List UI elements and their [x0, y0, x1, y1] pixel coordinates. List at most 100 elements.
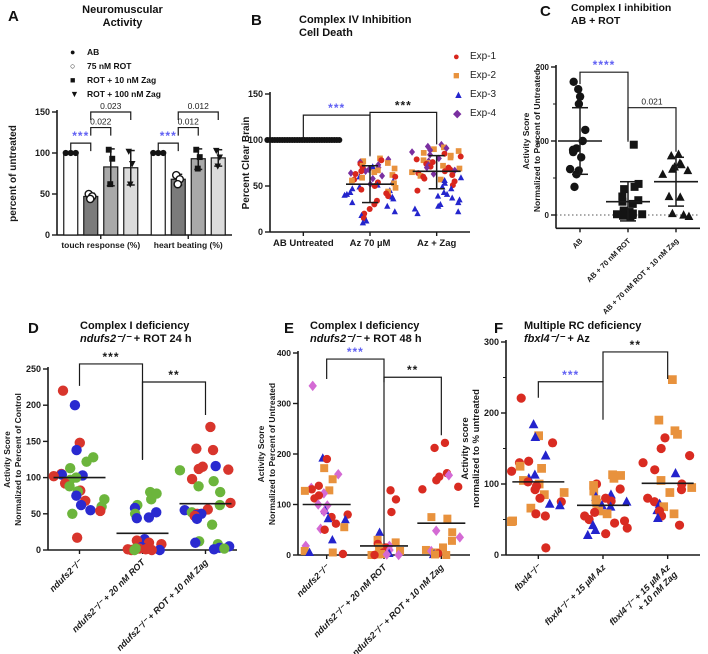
sig-bracket — [177, 111, 219, 120]
data-point — [569, 77, 578, 87]
data-point — [208, 544, 220, 555]
data-point — [687, 483, 697, 492]
data-point — [620, 185, 629, 194]
data-point — [669, 509, 679, 519]
data-point — [440, 438, 450, 448]
data-point — [370, 550, 379, 560]
x-tick-label: AB — [570, 236, 584, 250]
data-point — [349, 185, 356, 192]
data-point — [375, 527, 384, 536]
sig-label: 0.021 — [641, 97, 663, 107]
panel-title: Complex I deficiency ndufs2⁻/⁻ + ROT 48 h — [310, 320, 474, 346]
x-tick-label: fbxl4⁻/⁻ + 15 µM Az — [543, 562, 608, 627]
sig-label: 0.023 — [100, 101, 122, 111]
data-point — [530, 431, 541, 442]
data-point — [630, 182, 639, 191]
bar — [63, 152, 79, 236]
y-axis-label: Percent Clear Brain — [241, 117, 252, 210]
data-point — [384, 202, 391, 209]
data-point — [602, 509, 612, 519]
data-point — [128, 161, 136, 168]
data-point — [300, 486, 309, 495]
data-point — [358, 186, 365, 193]
legend-item: ● AB — [70, 45, 161, 59]
title-segment: Multiple RC deficiency — [524, 320, 642, 332]
data-point — [146, 544, 157, 556]
panel-e-plot: 0 100 200 300 400 Activity Score Normalized to… — [256, 345, 470, 654]
data-point — [660, 433, 670, 443]
data-point — [528, 419, 539, 429]
data-point — [186, 473, 198, 485]
x-tick-label: ndufs2⁻/⁻ — [295, 561, 332, 598]
panel-b: B Complex IV Inhibition Cell Death 0 50 100… — [237, 0, 476, 318]
data-point — [193, 481, 204, 492]
data-point — [214, 486, 226, 498]
data-point — [685, 451, 695, 461]
title-segment: Complex I inhibition — [571, 2, 672, 14]
data-point — [210, 460, 221, 472]
data-point — [626, 212, 635, 221]
legend-label: AB — [87, 47, 100, 57]
y-axis-label: Activity Score — [256, 425, 266, 482]
data-point — [319, 488, 329, 499]
data-point — [444, 469, 454, 481]
data-point — [432, 476, 441, 485]
sig-bracket — [78, 363, 144, 459]
panel-a-legend: ● AB ○ 75 nM ROT ■ ROT + 10 nM Zag ▼ ROT + 100 … — [70, 45, 161, 101]
data-point — [443, 144, 450, 153]
title-segment: ndufs2⁻/⁻ — [310, 333, 361, 345]
data-point — [358, 168, 365, 175]
legend-label: Exp-2 — [470, 70, 497, 81]
data-point — [618, 192, 627, 201]
triangle-icon: ▲ — [453, 88, 464, 101]
data-point — [391, 180, 397, 187]
x-tick-label: heart beating (%) — [154, 240, 223, 250]
data-point — [131, 512, 143, 524]
legend-label: Exp-3 — [470, 89, 497, 100]
data-point — [434, 192, 442, 199]
data-point — [212, 147, 220, 155]
y-tick-label: 300 — [484, 337, 499, 347]
data-point — [390, 195, 397, 202]
data-point — [360, 158, 367, 165]
title-line: Multiple RC deficiency — [524, 320, 708, 333]
data-point — [590, 507, 600, 517]
data-point — [362, 167, 369, 176]
data-point — [409, 169, 415, 176]
data-point — [72, 149, 79, 157]
y-tick-label: 250 — [26, 364, 41, 374]
data-point — [674, 149, 683, 158]
sig-bracket — [369, 111, 438, 157]
sig-label: ** — [168, 368, 179, 382]
data-point — [582, 529, 593, 540]
title-segment: + ROT 48 h — [360, 333, 422, 345]
circle-open-icon: ○ — [70, 61, 76, 71]
title-line: ndufs2⁻/⁻ + ROT 48 h — [310, 333, 474, 346]
data-point — [328, 475, 337, 484]
data-point — [57, 385, 69, 396]
data-point — [64, 462, 76, 474]
data-point — [67, 508, 78, 519]
sig-label: ** — [630, 338, 641, 352]
data-point — [569, 147, 578, 157]
data-point — [638, 210, 647, 219]
data-point — [427, 146, 434, 154]
data-point — [629, 140, 638, 149]
panel-e: E Complex I deficiency ndufs2⁻/⁻ + ROT 48… — [240, 320, 474, 654]
data-point — [154, 544, 165, 556]
data-point — [129, 544, 140, 556]
title-line: Complex I inhibition — [571, 2, 706, 15]
circle-icon: ● — [70, 47, 76, 57]
data-point — [592, 498, 602, 508]
data-point — [544, 498, 555, 508]
data-point — [606, 496, 616, 506]
data-point — [214, 163, 222, 170]
data-point — [327, 535, 337, 544]
y-axis-label: Activity Score — [521, 112, 531, 169]
title-line: ndufs2⁻/⁻ + ROT 24 h — [80, 333, 240, 346]
data-point — [143, 512, 155, 523]
y-tick-label: 0 — [258, 227, 263, 237]
sig-bracket — [302, 114, 371, 156]
data-point — [413, 156, 420, 163]
